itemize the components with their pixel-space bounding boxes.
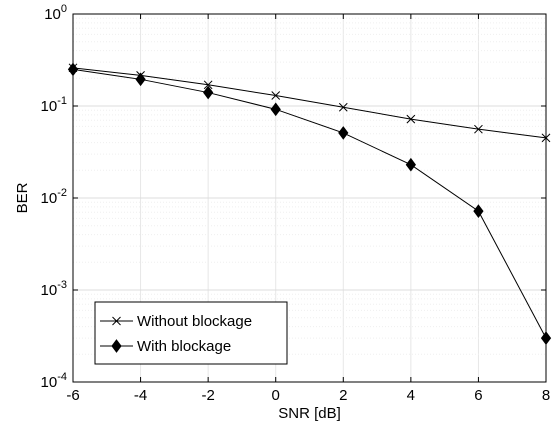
data-point-without-blockage: [406, 114, 416, 124]
y-axis-label: BER: [14, 182, 31, 213]
data-point-without-blockage: [474, 124, 483, 134]
data-point-without-blockage: [338, 102, 348, 112]
series-layer: [67, 62, 552, 345]
x-tick-label: 2: [339, 387, 347, 404]
y-tick-label: 10-3: [41, 279, 67, 299]
x-axis-label: SNR [dB]: [278, 405, 341, 422]
x-tick-label: 8: [542, 387, 550, 404]
data-point-with-blockage: [405, 157, 416, 172]
y-tick-label: 10-1: [41, 95, 67, 115]
y-tick-label: 10-2: [41, 187, 67, 207]
legend-entry-without-blockage: Without blockage: [100, 313, 252, 330]
legend-marker-glyph: [112, 316, 121, 326]
series-line-with-blockage: [72, 68, 547, 339]
legend-marker-with-blockage: [111, 339, 122, 353]
data-point-without-blockage: [271, 91, 281, 100]
data-point-with-blockage: [338, 126, 349, 140]
legend-entry-with-blockage: With blockage: [100, 338, 231, 355]
legend: Without blockage With blockage: [94, 301, 288, 365]
data-point-with-blockage: [203, 85, 214, 100]
y-tick-label: 100: [44, 3, 67, 23]
legend-box: [94, 301, 288, 365]
x-tick-label: -6: [66, 387, 79, 404]
data-point-with-blockage: [270, 102, 281, 117]
data-point-with-blockage: [135, 72, 146, 87]
x-tick-label: 4: [407, 387, 415, 404]
x-tick-label: -2: [201, 387, 214, 404]
x-axis-ticks: -6 -4 -2 0 2 4 6 8: [66, 14, 550, 404]
legend-marker-glyph: [111, 339, 122, 353]
data-point-without-blockage: [203, 80, 213, 90]
legend-label-without-blockage: Without blockage: [137, 313, 252, 330]
legend-label-with-blockage: With blockage: [137, 338, 231, 355]
x-tick-label: 6: [474, 387, 482, 404]
x-tick-label: -4: [134, 387, 147, 404]
y-tick-label: 10-4: [41, 371, 67, 391]
y-axis-ticks: 10-4 10-3 10-2 10-1 100: [41, 3, 546, 391]
data-point-with-blockage: [473, 204, 484, 218]
series-line-without-blockage: [72, 67, 547, 139]
x-tick-label: 0: [272, 387, 280, 404]
legend-marker-without-blockage: [112, 316, 121, 326]
